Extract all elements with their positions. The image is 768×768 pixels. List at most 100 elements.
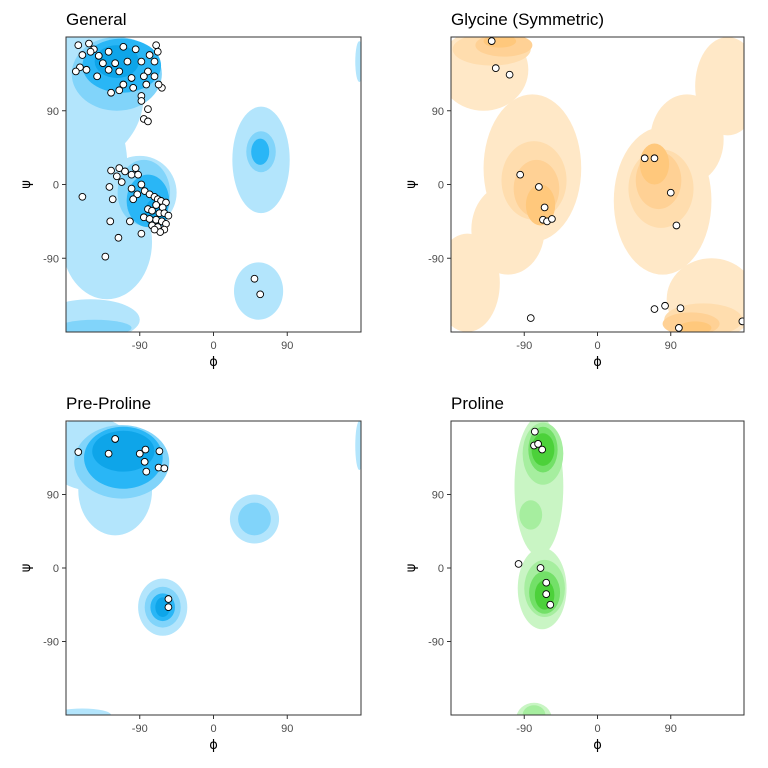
data-point: [153, 47, 162, 56]
data-point: [142, 467, 151, 476]
x-axis-label: ϕ: [593, 355, 602, 370]
data-point: [129, 83, 138, 92]
data-point: [129, 195, 138, 204]
contour-region: [639, 143, 670, 185]
panel-title: Pre-Proline: [66, 394, 151, 413]
contour-region: [451, 233, 500, 332]
data-point: [135, 449, 144, 458]
data-point: [155, 447, 164, 456]
y-tick-label: 90: [47, 490, 59, 502]
data-point: [112, 172, 121, 181]
contour-region: [251, 138, 270, 165]
x-tick-label: -90: [516, 723, 532, 735]
contour-level-4: [483, 37, 712, 332]
data-point: [104, 65, 113, 74]
x-tick-label: 90: [665, 723, 677, 735]
data-point: [127, 170, 136, 179]
data-point: [666, 188, 675, 197]
data-point: [540, 203, 549, 212]
data-point: [250, 274, 259, 283]
data-point: [137, 57, 146, 66]
y-tick-label: -90: [43, 637, 59, 649]
data-point: [114, 233, 123, 242]
data-point: [85, 39, 93, 48]
data-point: [160, 464, 169, 473]
contour-region: [66, 708, 112, 715]
data-point: [111, 435, 120, 443]
data-point: [256, 290, 265, 299]
data-point: [127, 74, 136, 82]
data-point: [99, 59, 107, 68]
y-axis-label: ψ: [19, 564, 34, 573]
data-point: [164, 595, 173, 603]
data-point: [542, 578, 551, 587]
data-point: [86, 47, 95, 56]
y-tick-label: 90: [432, 490, 444, 502]
data-point: [640, 154, 649, 163]
x-tick-label: 0: [594, 723, 600, 735]
data-point: [661, 301, 669, 310]
data-point: [115, 86, 124, 95]
y-axis-label: ψ: [404, 180, 419, 189]
data-point: [650, 305, 659, 313]
data-point: [117, 178, 126, 186]
data-point: [137, 97, 146, 105]
data-point: [78, 192, 87, 201]
data-point: [126, 217, 134, 226]
data-point: [144, 117, 152, 126]
data-point: [514, 560, 523, 568]
panel-pre-proline: -90 0 90 -90 0 90 Pre-Proline ϕ ψ: [19, 394, 362, 753]
data-point: [738, 317, 744, 326]
data-point: [115, 164, 124, 172]
data-point: [536, 564, 545, 572]
contour-region: [66, 319, 132, 332]
x-tick-label: 0: [210, 340, 216, 352]
panel-title: Proline: [451, 394, 504, 413]
data-point: [650, 154, 659, 163]
data-point: [542, 590, 551, 598]
data-point: [121, 167, 129, 176]
data-point: [535, 183, 543, 191]
data-point: [142, 80, 151, 89]
data-point: [526, 314, 535, 322]
data-point: [676, 304, 685, 313]
density-contours: [451, 37, 744, 332]
x-axis-label: ϕ: [209, 355, 218, 370]
data-point: [134, 170, 142, 179]
contour-region: [525, 184, 556, 226]
data-point: [108, 195, 117, 204]
data-point: [104, 449, 113, 458]
data-point: [516, 170, 525, 179]
x-tick-label: 0: [210, 723, 216, 735]
data-points: [71, 39, 265, 299]
data-point: [94, 51, 103, 60]
data-point: [131, 164, 140, 172]
data-point: [111, 59, 120, 68]
y-tick-label: -90: [428, 637, 444, 649]
data-point: [131, 45, 140, 54]
y-tick-label: 90: [47, 106, 59, 118]
data-point: [487, 37, 496, 45]
data-point: [139, 72, 148, 81]
data-point: [137, 229, 146, 238]
data-point: [123, 57, 132, 66]
data-point: [137, 180, 146, 189]
panel-proline: -90 0 90 -90 0 90 Proline ϕ ψ: [404, 394, 745, 753]
y-axis-label: ψ: [404, 564, 419, 573]
contour-region: [678, 321, 712, 332]
x-tick-label: 90: [665, 340, 677, 352]
y-axis-label: ψ: [19, 180, 34, 189]
y-tick-label: -90: [428, 253, 444, 265]
data-point: [71, 67, 80, 76]
contour-region: [695, 37, 744, 136]
data-points: [74, 435, 173, 612]
data-point: [74, 448, 83, 456]
contour-region: [92, 430, 155, 472]
data-point: [101, 252, 110, 261]
data-point: [546, 600, 555, 609]
x-tick-label: -90: [516, 340, 532, 352]
plot-background: [451, 421, 744, 715]
data-point: [148, 206, 156, 215]
data-point: [127, 184, 136, 193]
data-point: [152, 201, 160, 209]
